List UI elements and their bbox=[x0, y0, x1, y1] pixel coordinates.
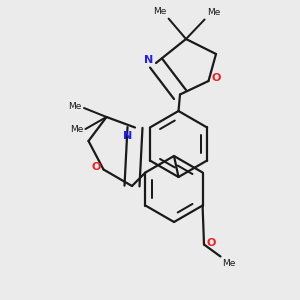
Text: O: O bbox=[206, 238, 216, 248]
Text: Me: Me bbox=[68, 102, 82, 111]
Text: Me: Me bbox=[70, 125, 84, 134]
Text: Me: Me bbox=[153, 7, 166, 16]
Text: N: N bbox=[123, 130, 132, 140]
Text: Me: Me bbox=[222, 259, 236, 268]
Text: O: O bbox=[212, 73, 221, 83]
Text: N: N bbox=[144, 55, 153, 65]
Text: O: O bbox=[91, 161, 101, 172]
Text: Me: Me bbox=[207, 8, 220, 17]
